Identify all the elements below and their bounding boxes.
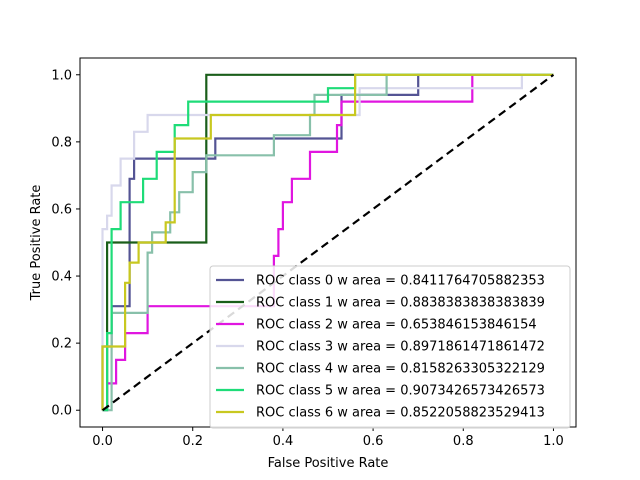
- ticks-layer: 0.0 0.2 0.4 0.6 0.8 1.0 0.0 0.2 0.4 0.6 0.8 1.0: [51, 68, 563, 449]
- roc-curve-class-5: [102, 73, 554, 412]
- x-axis-label: False Positive Rate: [268, 456, 389, 471]
- legend-box: [209, 265, 571, 429]
- x-tick-label: 0.2: [182, 434, 203, 449]
- legend-entry-class-1: ROC class 1 w area = 0.8838383838383839: [256, 296, 545, 311]
- legend-entry-class-2: ROC class 2 w area = 0.653846153846154: [256, 318, 537, 333]
- y-axis-label: True Positive Rate: [29, 185, 44, 302]
- x-tick-label: 0.4: [273, 434, 294, 449]
- chance-diagonal-line: [101, 73, 555, 412]
- legend-entry-class-4: ROC class 4 w area = 0.8158263305322129: [256, 362, 545, 377]
- x-tick-label: 0.8: [453, 434, 474, 449]
- x-tick-label: 1.0: [543, 434, 564, 449]
- x-tick-label: 0.0: [92, 434, 113, 449]
- legend-entry-class-5: ROC class 5 w area = 0.9073426573426573: [256, 384, 545, 399]
- legend: ROC class 0 w area = 0.8411764705882353 R…: [209, 265, 571, 429]
- roc-curve-class-2: [102, 73, 554, 412]
- x-tick-label: 0.6: [363, 434, 384, 449]
- y-tick-label: 0.2: [51, 337, 72, 352]
- roc-curve-class-3: [101, 73, 554, 411]
- legend-entry-class-3: ROC class 3 w area = 0.8971861471861472: [256, 340, 545, 355]
- y-tick-label: 0.0: [51, 404, 72, 419]
- roc-curve-class-4: [102, 73, 554, 412]
- series-layer: [101, 73, 555, 412]
- y-tick-label: 1.0: [51, 68, 72, 83]
- y-tick-label: 0.4: [51, 270, 72, 285]
- y-tick-label: 0.8: [51, 135, 72, 150]
- legend-entry-class-6: ROC class 6 w area = 0.8522058823529413: [256, 406, 545, 421]
- roc-curve-class-6: [101, 73, 554, 411]
- legend-entry-class-0: ROC class 0 w area = 0.8411764705882353: [256, 274, 545, 289]
- y-tick-label: 0.6: [51, 202, 72, 217]
